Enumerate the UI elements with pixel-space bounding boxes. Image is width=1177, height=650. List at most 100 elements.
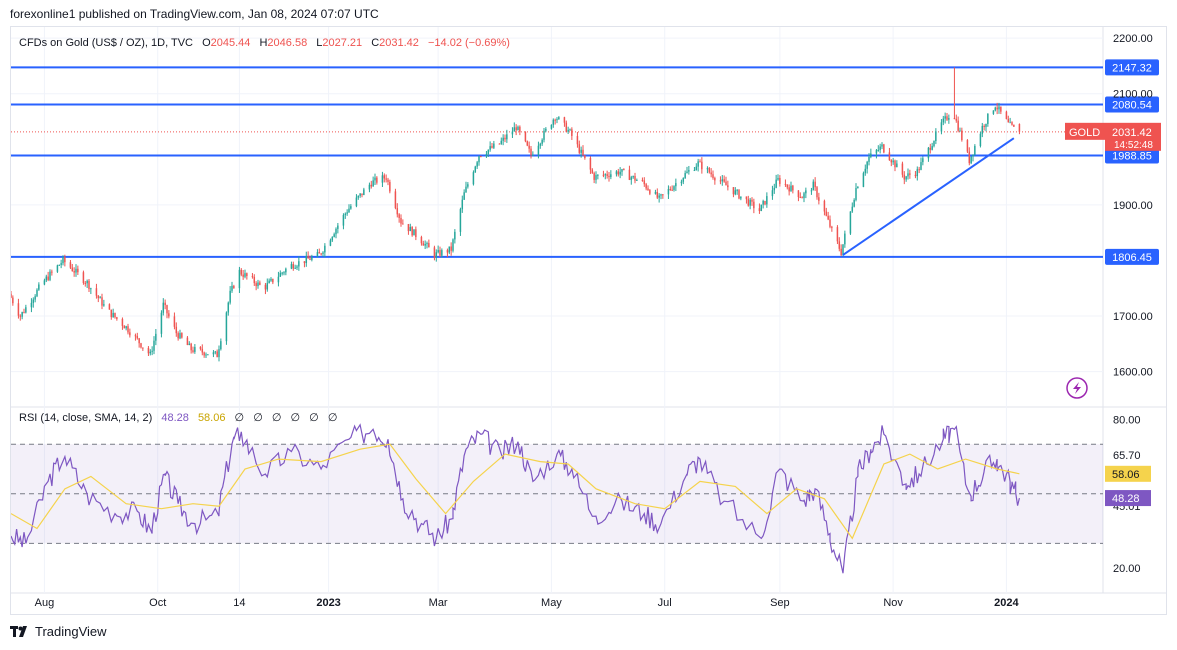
candle[interactable]: [38, 282, 40, 291]
candle[interactable]: [552, 118, 555, 128]
candle[interactable]: [775, 174, 777, 189]
candle[interactable]: [19, 314, 22, 321]
candle[interactable]: [487, 149, 490, 157]
candle[interactable]: [95, 283, 98, 299]
candle[interactable]: [441, 248, 443, 258]
candle[interactable]: [413, 229, 415, 236]
candle[interactable]: [567, 126, 569, 134]
candle[interactable]: [903, 171, 906, 185]
candle[interactable]: [838, 237, 841, 252]
candle[interactable]: [407, 223, 410, 235]
candle[interactable]: [73, 267, 75, 277]
candle[interactable]: [604, 173, 607, 180]
candle[interactable]: [751, 197, 753, 206]
candle[interactable]: [151, 346, 153, 356]
candle[interactable]: [745, 196, 748, 204]
candle[interactable]: [121, 317, 124, 330]
candle[interactable]: [108, 303, 111, 310]
candle[interactable]: [374, 173, 376, 186]
candle[interactable]: [387, 177, 389, 186]
candle[interactable]: [792, 184, 794, 194]
candle[interactable]: [519, 125, 521, 136]
candle[interactable]: [632, 175, 634, 179]
candle[interactable]: [381, 171, 384, 188]
candle[interactable]: [99, 295, 101, 299]
candle[interactable]: [697, 158, 699, 172]
candle[interactable]: [619, 167, 621, 179]
candle[interactable]: [805, 187, 807, 199]
candle[interactable]: [994, 106, 997, 112]
candle[interactable]: [166, 304, 168, 319]
candles[interactable]: [10, 67, 1021, 362]
candle[interactable]: [606, 170, 608, 179]
candle[interactable]: [931, 142, 933, 151]
candle[interactable]: [671, 185, 673, 192]
candle[interactable]: [771, 185, 774, 200]
candle[interactable]: [736, 188, 738, 195]
candle[interactable]: [565, 120, 568, 133]
candle[interactable]: [216, 349, 218, 358]
candle[interactable]: [515, 124, 517, 136]
candle[interactable]: [532, 151, 534, 157]
candle[interactable]: [545, 127, 547, 133]
candle[interactable]: [883, 143, 885, 154]
candle[interactable]: [420, 235, 423, 246]
candle[interactable]: [812, 179, 815, 191]
candle[interactable]: [959, 127, 961, 132]
candle[interactable]: [238, 266, 241, 293]
candle[interactable]: [292, 261, 295, 271]
candle[interactable]: [827, 211, 829, 221]
candle[interactable]: [688, 165, 690, 175]
candle[interactable]: [513, 122, 516, 132]
candle[interactable]: [927, 146, 930, 162]
candle[interactable]: [281, 271, 283, 276]
candle[interactable]: [255, 281, 257, 291]
candle[interactable]: [979, 131, 982, 148]
candle[interactable]: [916, 166, 919, 181]
candle[interactable]: [699, 159, 701, 163]
candle[interactable]: [266, 278, 269, 292]
candle[interactable]: [359, 193, 361, 198]
candle[interactable]: [452, 238, 454, 253]
candle[interactable]: [788, 184, 790, 196]
candle[interactable]: [580, 146, 582, 158]
candle[interactable]: [530, 146, 532, 159]
candle[interactable]: [929, 143, 932, 154]
candle[interactable]: [175, 322, 178, 337]
candle[interactable]: [675, 178, 677, 192]
candle[interactable]: [194, 344, 196, 354]
candle[interactable]: [233, 284, 235, 289]
candle[interactable]: [203, 351, 205, 358]
candle[interactable]: [955, 114, 958, 123]
candle[interactable]: [773, 183, 776, 194]
candle[interactable]: [450, 242, 452, 256]
candle[interactable]: [454, 229, 456, 244]
candle[interactable]: [981, 122, 984, 138]
candle[interactable]: [142, 347, 144, 351]
candle[interactable]: [983, 124, 985, 131]
candle[interactable]: [801, 196, 803, 199]
candle[interactable]: [669, 186, 672, 191]
tradingview-brand[interactable]: TradingView: [10, 624, 107, 639]
candle[interactable]: [786, 184, 789, 190]
price-axis[interactable]: 2200.00 2100.00 1900.00 1700.00 1600.00 80.00…: [1105, 33, 1153, 575]
candle[interactable]: [623, 168, 625, 171]
candle[interactable]: [987, 113, 989, 127]
candle[interactable]: [974, 144, 976, 156]
candle[interactable]: [370, 180, 373, 189]
candle[interactable]: [870, 148, 872, 159]
candle[interactable]: [732, 187, 735, 198]
candle[interactable]: [316, 249, 319, 258]
candle[interactable]: [1009, 117, 1011, 124]
candle[interactable]: [944, 112, 946, 124]
candle[interactable]: [77, 265, 79, 276]
candle[interactable]: [506, 129, 508, 143]
candle[interactable]: [342, 213, 345, 230]
candle[interactable]: [680, 179, 683, 186]
candle[interactable]: [760, 204, 763, 212]
candle[interactable]: [777, 174, 779, 181]
candle[interactable]: [935, 128, 937, 145]
candle[interactable]: [922, 156, 924, 166]
candle[interactable]: [918, 166, 920, 174]
candle[interactable]: [188, 341, 191, 346]
